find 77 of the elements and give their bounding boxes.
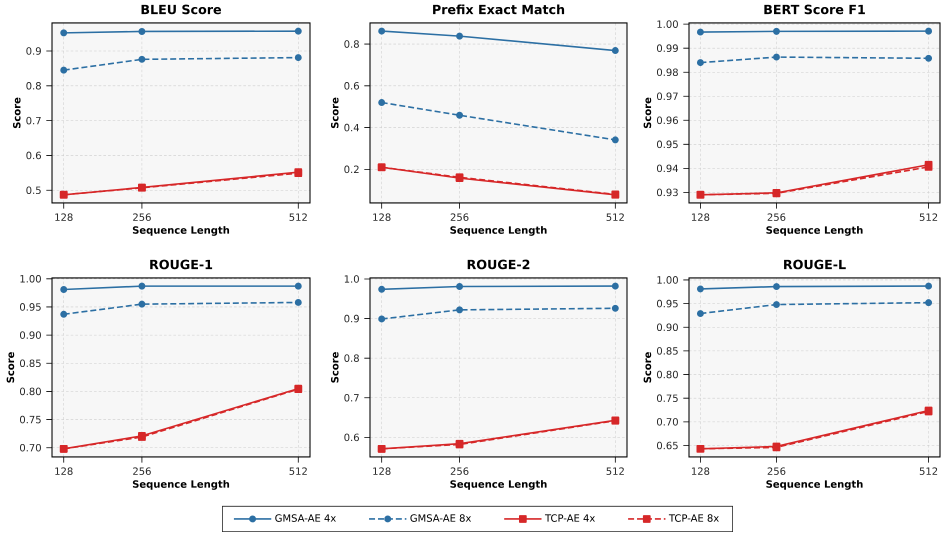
y-tick-label: 1.00 xyxy=(657,20,678,28)
y-tick-label: 1.00 xyxy=(20,275,41,283)
legend-label: GMSA-AE 4x xyxy=(275,514,336,522)
y-tick-label: 0.85 xyxy=(657,347,678,355)
x-tick-label: 128 xyxy=(55,467,73,475)
x-axis-title: Sequence Length xyxy=(766,226,863,236)
legend-label: TCP-AE 4x xyxy=(544,514,595,522)
x-tick-label: 512 xyxy=(920,467,938,475)
y-tick-label: 0.4 xyxy=(344,124,360,132)
y-tick-label: 0.8 xyxy=(344,40,359,48)
chart-title: ROUGE-2 xyxy=(468,260,530,270)
x-axis-title: Sequence Length xyxy=(766,480,863,490)
y-tick-label: 0.75 xyxy=(657,394,678,402)
y-axis-title: Score xyxy=(644,98,652,128)
y-tick-label: 0.75 xyxy=(20,416,41,424)
x-axis-title: Sequence Length xyxy=(132,226,230,236)
x-tick-label: 256 xyxy=(768,467,786,475)
y-tick-label: 0.85 xyxy=(20,359,41,368)
x-tick-label: 128 xyxy=(692,213,710,221)
y-tick-label: 0.5 xyxy=(26,186,41,194)
x-axis-title: Sequence Length xyxy=(450,226,547,236)
y-tick-label: 0.65 xyxy=(657,442,678,450)
y-tick-label: 0.2 xyxy=(344,166,359,174)
y-tick-label: 0.7 xyxy=(26,116,41,124)
legend-label: TCP-AE 8x xyxy=(668,514,719,522)
y-tick-label: 0.70 xyxy=(20,444,41,452)
chart-title: ROUGE-1 xyxy=(150,260,212,270)
y-tick-label: 0.95 xyxy=(20,303,41,311)
x-tick-label: 256 xyxy=(450,213,468,221)
y-tick-label: 0.97 xyxy=(657,92,678,100)
y-tick-label: 0.95 xyxy=(657,140,678,148)
x-tick-label: 512 xyxy=(606,467,624,475)
x-tick-label: 256 xyxy=(133,213,151,221)
y-axis-title: Score xyxy=(6,352,14,383)
x-tick-label: 256 xyxy=(133,467,151,475)
y-tick-label: 0.6 xyxy=(344,434,359,442)
x-tick-label: 128 xyxy=(373,213,391,221)
y-tick-label: 0.9 xyxy=(344,314,359,322)
y-tick-label: 0.6 xyxy=(26,152,41,160)
chart-title: ROUGE-L xyxy=(784,260,846,270)
y-tick-label: 0.70 xyxy=(657,418,678,426)
x-tick-label: 512 xyxy=(290,213,307,221)
y-tick-label: 0.93 xyxy=(657,188,678,196)
y-tick-label: 0.98 xyxy=(657,68,678,76)
y-tick-label: 0.6 xyxy=(344,82,359,90)
y-tick-label: 0.94 xyxy=(657,164,678,172)
y-tick-label: 0.95 xyxy=(657,300,678,308)
x-axis-title: Sequence Length xyxy=(132,480,230,490)
x-tick-label: 128 xyxy=(55,213,73,221)
y-axis-title: Score xyxy=(330,98,339,128)
y-axis-title: Score xyxy=(12,98,21,128)
y-tick-label: 1.00 xyxy=(657,276,678,284)
y-tick-label: 0.80 xyxy=(20,388,41,396)
y-tick-label: 0.9 xyxy=(26,47,41,55)
y-axis-title: Score xyxy=(644,352,652,383)
x-axis-title: Sequence Length xyxy=(450,480,547,490)
y-tick-label: 0.80 xyxy=(657,370,678,378)
y-tick-label: 0.7 xyxy=(344,394,359,402)
y-tick-label: 0.8 xyxy=(344,354,359,362)
y-tick-label: 0.99 xyxy=(657,44,678,52)
y-axis-title: Score xyxy=(330,352,339,383)
x-tick-label: 128 xyxy=(373,467,391,475)
x-tick-label: 512 xyxy=(920,213,938,221)
x-tick-label: 512 xyxy=(290,467,307,475)
chart-title: BERT Score F1 xyxy=(764,4,865,14)
y-tick-label: 0.90 xyxy=(20,331,41,339)
y-tick-label: 0.96 xyxy=(657,116,678,124)
chart-title: Prefix Exact Match xyxy=(433,4,564,14)
y-tick-label: 1.0 xyxy=(344,275,359,283)
x-tick-label: 128 xyxy=(692,467,710,475)
y-tick-label: 0.90 xyxy=(657,323,678,332)
x-tick-label: 256 xyxy=(768,213,786,221)
legend-label: GMSA-AE 8x xyxy=(410,514,472,522)
x-tick-label: 256 xyxy=(450,467,468,475)
chart-title: BLEU Score xyxy=(142,4,222,14)
x-tick-label: 512 xyxy=(606,213,624,221)
y-tick-label: 0.8 xyxy=(26,82,41,90)
